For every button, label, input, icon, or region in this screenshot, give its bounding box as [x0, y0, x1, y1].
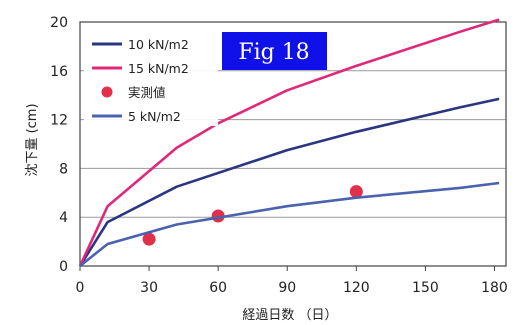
series-line-3 — [79, 181, 500, 268]
tick-layer: 0 4 8 12 16 20 0 30 60 90 120 150 180 — [50, 15, 508, 296]
fig-label: Fig 18 — [222, 32, 327, 70]
y-tick-label: 12 — [50, 113, 68, 129]
x-tick-label: 60 — [209, 280, 227, 296]
legend-label-measured: 実測値 — [128, 85, 166, 100]
legend-label-10kn: 10 kN/m2 — [128, 37, 189, 52]
legend-label-15kn: 15 kN/m2 — [128, 61, 189, 76]
y-axis-title: 沈下量 (cm) — [25, 103, 40, 176]
x-axis-title: 経過日数 （日） — [242, 308, 337, 323]
y-tick-label: 0 — [59, 259, 68, 275]
legend-swatch-measured — [101, 86, 113, 98]
series-line-1 — [78, 18, 500, 267]
x-tick-label: 90 — [278, 280, 296, 296]
x-tick-label: 30 — [140, 280, 158, 296]
series-layer — [78, 18, 500, 268]
y-tick-label: 4 — [59, 210, 68, 226]
x-tick-label: 180 — [481, 280, 508, 296]
series-line-0 — [78, 97, 500, 267]
plot-frame — [79, 21, 507, 267]
y-tick-label: 20 — [50, 15, 68, 31]
measured-point — [142, 232, 156, 246]
x-tick-label: 0 — [76, 280, 85, 296]
y-tick-label: 8 — [59, 161, 68, 177]
x-tick-label: 120 — [343, 280, 370, 296]
fig-label-box — [222, 32, 327, 70]
legend: 10 kN/m2 15 kN/m2 実測値 5 kN/m2 — [84, 27, 218, 126]
x-tick-label: 150 — [412, 280, 439, 296]
legend-label-5kn: 5 kN/m2 — [128, 109, 181, 124]
fig-label-text: Fig 18 — [238, 40, 309, 65]
y-tick-label: 16 — [50, 64, 68, 80]
measured-point — [349, 185, 363, 199]
